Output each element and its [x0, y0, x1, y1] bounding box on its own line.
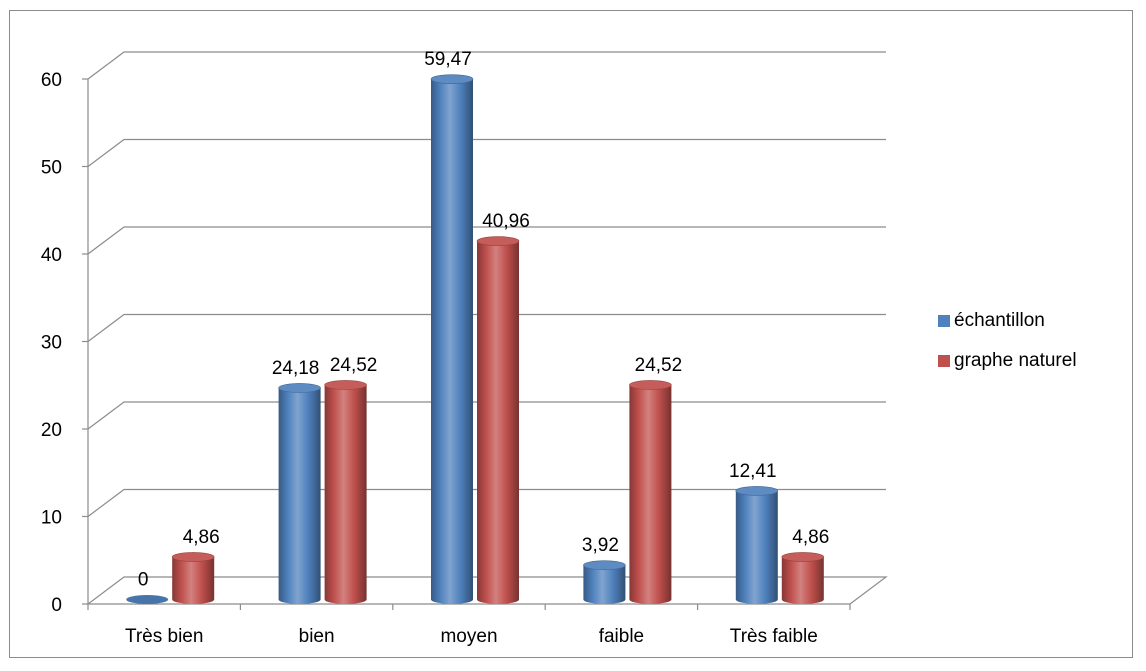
- gridline: [87, 226, 886, 255]
- bar-graphe-naturel: [477, 241, 519, 604]
- bar-top: [324, 380, 367, 390]
- x-tick-label: moyen: [440, 626, 497, 647]
- bar-top: [735, 486, 779, 496]
- data-label: 4,86: [183, 527, 220, 548]
- bar-top: [629, 380, 672, 390]
- legend-label-echantillon: échantillon: [954, 310, 1045, 331]
- chart-frame: [9, 10, 1133, 658]
- data-label: 24,52: [635, 355, 683, 376]
- y-tick-label: 0: [51, 595, 62, 616]
- bar-top: [781, 552, 825, 562]
- gridline: [87, 313, 886, 342]
- y-tick-label: 30: [41, 333, 62, 354]
- data-label: 24,18: [272, 358, 320, 379]
- bar-graphe-naturel: [629, 384, 672, 604]
- bar-top: [476, 236, 520, 246]
- data-label: 0: [138, 570, 149, 591]
- bar-echantillon: [126, 595, 169, 604]
- data-label: 12,41: [729, 461, 777, 482]
- bar-echantillon: [583, 565, 626, 604]
- bar-graphe-naturel: [781, 556, 824, 604]
- x-tick-label: faible: [599, 626, 644, 647]
- y-tick-label: 10: [41, 508, 62, 529]
- data-label: 4,86: [792, 527, 829, 548]
- legend-label-graphe-naturel: graphe naturel: [954, 350, 1077, 371]
- chart-floor: [86, 576, 888, 605]
- bar-graphe-naturel: [172, 556, 215, 604]
- x-tick-label: Très bien: [125, 626, 204, 647]
- bar-echantillon: [431, 79, 473, 604]
- y-tick-label: 60: [41, 70, 62, 91]
- bar-top: [278, 383, 321, 393]
- data-label: 3,92: [582, 535, 619, 556]
- data-label: 24,52: [330, 355, 378, 376]
- x-tick-label: Très faible: [730, 626, 818, 647]
- data-label: 59,47: [424, 49, 472, 70]
- bar-graphe-naturel: [324, 384, 367, 604]
- bar-top: [583, 560, 626, 571]
- gridline: [87, 138, 886, 167]
- x-tick-label: bien: [299, 626, 335, 647]
- bar-top: [430, 74, 474, 84]
- data-label: 40,96: [482, 211, 530, 232]
- legend-swatch-echantillon: [938, 315, 950, 327]
- gridline: [87, 51, 886, 80]
- bar-echantillon: [735, 490, 778, 604]
- legend-swatch-graphe-naturel: [938, 355, 950, 367]
- bar-top: [171, 552, 215, 562]
- bar-echantillon: [278, 387, 321, 604]
- y-tick-label: 20: [41, 420, 62, 441]
- y-tick-label: 50: [41, 158, 62, 179]
- y-tick-label: 40: [41, 245, 62, 266]
